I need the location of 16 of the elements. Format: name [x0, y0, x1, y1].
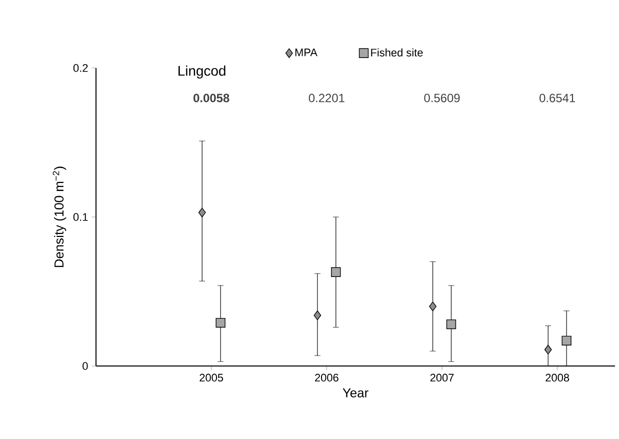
- x-tick-label: 2007: [430, 374, 454, 382]
- y-tick-label: 0: [82, 362, 88, 370]
- x-axis-title: Year: [342, 388, 368, 398]
- x-tick-label: 2008: [546, 374, 570, 382]
- annotation: 0.0058: [194, 94, 230, 102]
- chart-title: Lingcod: [178, 66, 226, 79]
- x-tick-label: 2005: [200, 374, 224, 382]
- y-tick-label: 0.1: [73, 213, 88, 221]
- legend-label: MPA: [295, 48, 318, 56]
- annotation: 0.5609: [424, 94, 460, 102]
- x-tick-label: 2006: [315, 374, 338, 382]
- annotation: 0.2201: [308, 94, 344, 102]
- legend-label: Fished site: [371, 48, 423, 56]
- y-axis-title: Density (100 m$^{−2}$): [52, 166, 66, 268]
- annotation: 0.6541: [540, 94, 576, 102]
- y-tick-label: 0.2: [73, 64, 88, 72]
